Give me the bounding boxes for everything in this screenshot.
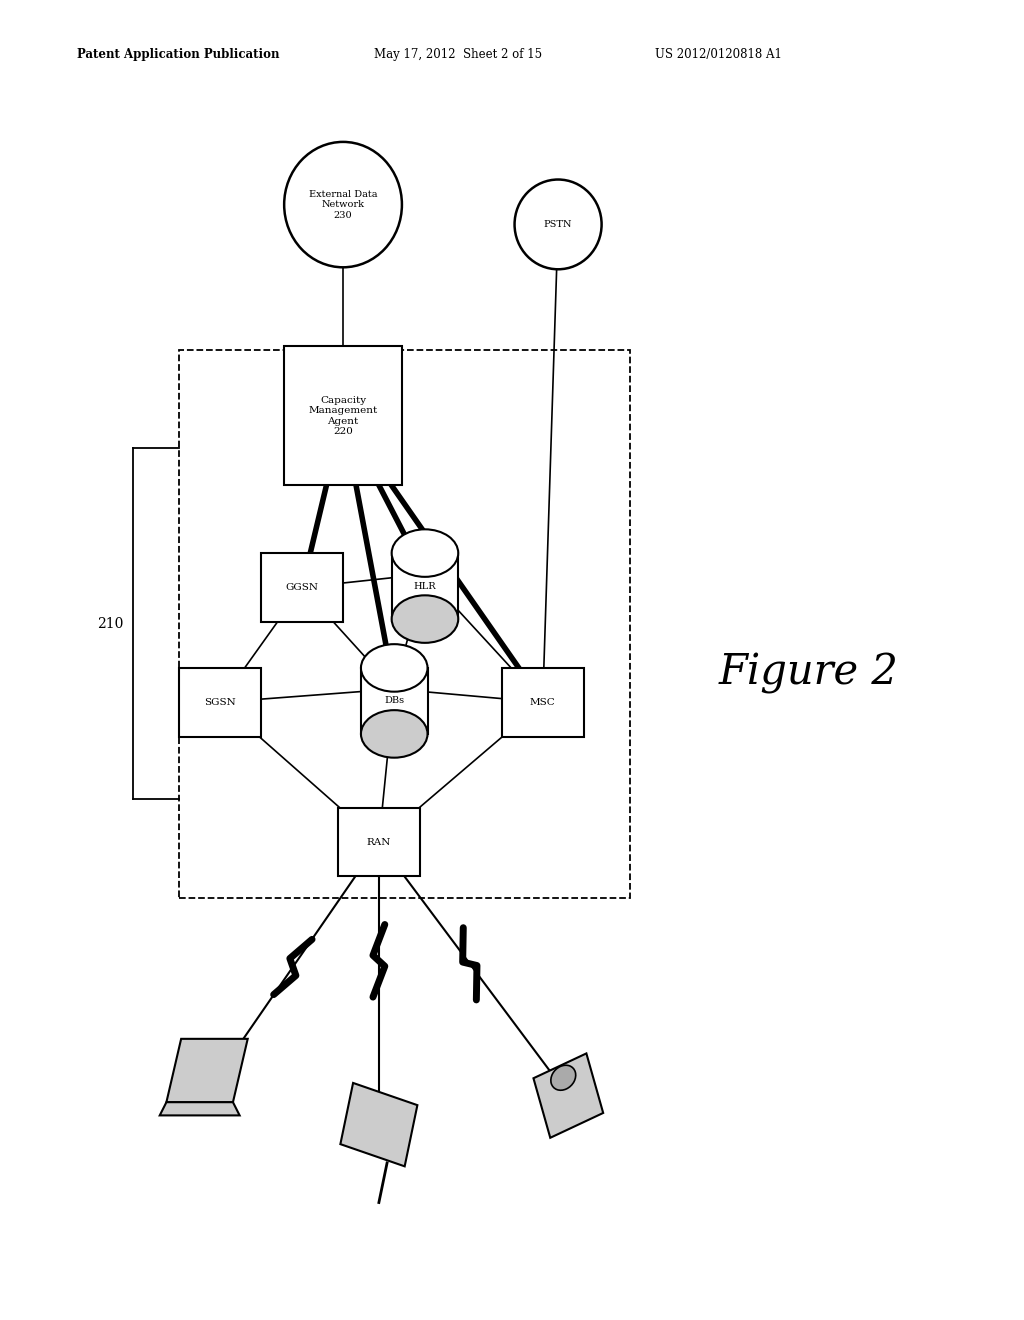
Bar: [361, 668, 428, 734]
Text: DBs: DBs: [384, 697, 404, 705]
Text: GGSN: GGSN: [286, 583, 318, 591]
Polygon shape: [340, 1082, 418, 1167]
Bar: [391, 553, 458, 619]
FancyBboxPatch shape: [261, 553, 343, 622]
FancyBboxPatch shape: [502, 668, 584, 737]
Text: Figure 2: Figure 2: [719, 652, 899, 694]
Text: MSC: MSC: [529, 698, 556, 706]
Polygon shape: [534, 1053, 603, 1138]
Polygon shape: [166, 1039, 248, 1102]
Text: 210: 210: [97, 616, 124, 631]
Bar: [179, 350, 630, 898]
FancyBboxPatch shape: [338, 808, 420, 876]
Polygon shape: [160, 1102, 240, 1115]
Ellipse shape: [391, 595, 459, 643]
FancyBboxPatch shape: [179, 668, 261, 737]
Text: RAN: RAN: [367, 838, 391, 846]
Ellipse shape: [391, 529, 459, 577]
Ellipse shape: [515, 180, 602, 269]
Ellipse shape: [285, 143, 401, 268]
Text: US 2012/0120818 A1: US 2012/0120818 A1: [655, 48, 782, 61]
FancyBboxPatch shape: [285, 346, 401, 484]
Ellipse shape: [361, 710, 428, 758]
Ellipse shape: [551, 1065, 575, 1090]
Text: External Data
Network
230: External Data Network 230: [309, 190, 377, 219]
Ellipse shape: [361, 644, 428, 692]
Text: SGSN: SGSN: [204, 698, 237, 706]
Text: HLR: HLR: [414, 582, 436, 590]
Text: May 17, 2012  Sheet 2 of 15: May 17, 2012 Sheet 2 of 15: [374, 48, 542, 61]
Text: Capacity
Management
Agent
220: Capacity Management Agent 220: [308, 396, 378, 436]
Text: PSTN: PSTN: [544, 220, 572, 228]
Text: Patent Application Publication: Patent Application Publication: [77, 48, 280, 61]
